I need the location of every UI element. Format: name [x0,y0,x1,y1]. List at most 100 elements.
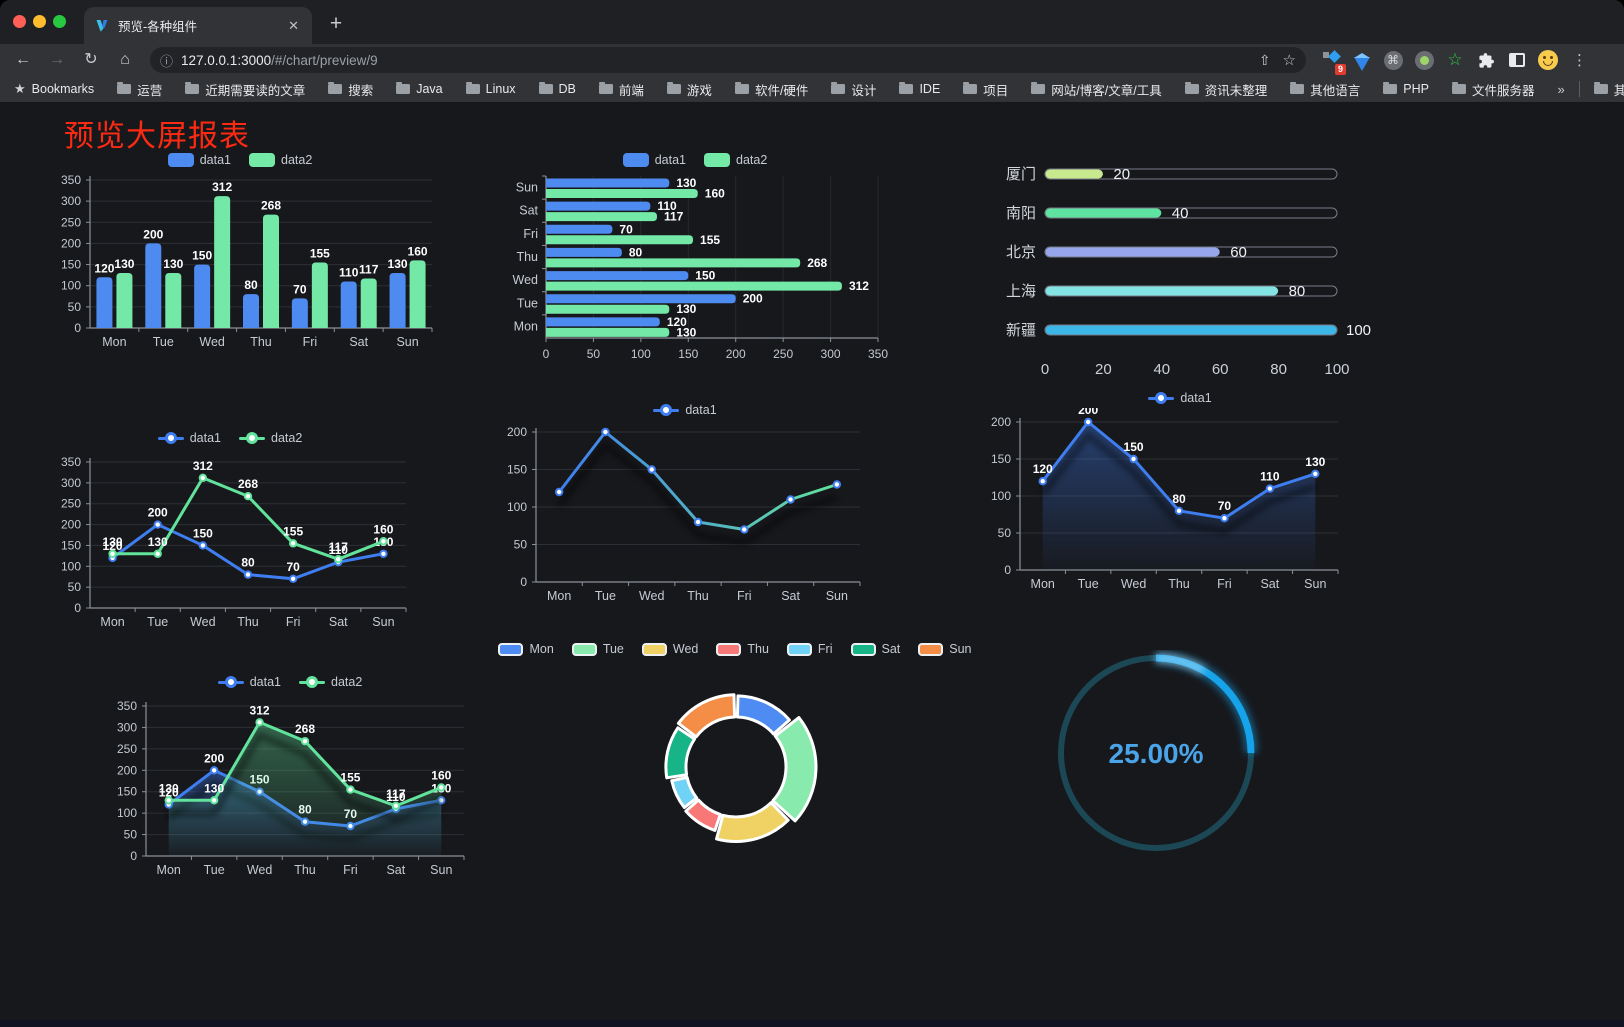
chart-plot[interactable]: 厦门 20 南阳 40 北京 60 上海 80 新疆 100 0 20 40 60 80 100 [990,150,1380,390]
svg-text:Wed: Wed [199,335,225,349]
chart-plot[interactable]: 0 50 100 150 200 250 300 350 Mon Tue Wed Thu Fri Sat S… [40,170,440,362]
bookmark-folder[interactable]: 资讯未整理 [1184,80,1267,99]
svg-text:250: 250 [61,215,81,229]
bookmark-folder[interactable]: 设计 [831,80,876,99]
bookmark-folder[interactable]: 前端 [598,80,644,99]
chart-plot[interactable]: 0 50 100 150 200 250 300 350 Mon Tue Wed Thu Fri Sat S… [40,448,420,648]
forward-icon[interactable]: → [49,51,65,68]
bookmark-folder[interactable]: 项目 [963,80,1008,99]
svg-text:0: 0 [130,849,137,863]
share-icon[interactable]: ⇧ [1258,51,1271,68]
site-info-icon[interactable]: ⓘ [160,53,174,69]
svg-text:70: 70 [619,222,633,236]
back-icon[interactable]: ← [15,51,31,68]
bookmark-folder[interactable]: 文件服务器 [1451,80,1534,99]
chart-plot[interactable] [520,659,950,873]
bookmark-folder[interactable]: 软件/硬件 [734,80,808,99]
svg-text:160: 160 [373,522,393,536]
bookmarks-star-icon: ★ [14,81,26,96]
bookmark-folder[interactable]: 其他语言 [1290,80,1360,99]
legend-item[interactable]: Mon [498,642,554,656]
svg-text:0: 0 [520,575,527,589]
legend-item[interactable]: data1 [157,431,221,445]
svg-text:130: 130 [148,535,168,549]
chart-plot[interactable]: 0 50 100 150 200 250 300 350 Mon Tue Wed Thu Fri Sat S… [100,692,480,896]
reload-icon[interactable]: ↻ [84,51,98,68]
bookmarks-root[interactable]: ★ Bookmarks [14,81,95,96]
svg-text:Thu: Thu [237,615,259,629]
side-panel-icon[interactable] [1506,49,1528,71]
bookmark-folder[interactable]: Java [396,80,443,99]
svg-text:Fri: Fri [737,589,752,603]
legend-item[interactable]: Thu [716,642,769,656]
bookmark-folder[interactable]: 游戏 [666,80,712,99]
bookmarks-overflow-icon[interactable]: » [1557,81,1565,97]
page-content: 预览大屏报表 data1 data2 0 50 100 150 200 250 300 350 Mo… [0,103,1624,1027]
close-window-button[interactable] [13,15,26,28]
folder-icon [666,82,681,94]
svg-text:Fri: Fri [523,227,538,241]
browser-menu-icon[interactable]: ⋮ [1572,52,1587,69]
bookmark-folder[interactable]: 近期需要读的文章 [185,80,305,99]
svg-text:Fri: Fri [1217,577,1232,591]
svg-text:130: 130 [676,176,696,190]
svg-text:200: 200 [507,425,527,439]
bookmark-star-icon[interactable]: ☆ [1282,52,1296,69]
legend-item[interactable]: data1 [622,153,686,167]
bookmark-folder[interactable]: Linux [465,80,516,99]
svg-text:155: 155 [283,524,303,538]
svg-text:100: 100 [117,806,137,820]
legend-marker [850,642,876,656]
bookmark-folder[interactable]: 网站/博客/文章/工具 [1031,80,1162,99]
green-star-extension-icon[interactable]: ☆ [1447,50,1463,69]
bookmark-folder[interactable]: DB [538,80,576,99]
legend-item[interactable]: data1 [167,153,231,167]
legend-item[interactable]: Wed [641,642,698,656]
legend-item[interactable]: data1 [1148,391,1212,405]
minimize-window-button[interactable] [33,15,46,28]
svg-text:80: 80 [241,556,255,570]
other-bookmarks[interactable]: 其他书签 [1593,80,1624,99]
svg-text:130: 130 [114,257,134,271]
command-extension-icon[interactable]: ⌘ [1382,49,1404,71]
legend-item[interactable]: data1 [217,675,281,689]
extensions-puzzle-icon[interactable] [1475,49,1497,71]
legend-item[interactable]: data2 [239,431,302,445]
svg-text:200: 200 [61,236,81,250]
legend-item[interactable]: data1 [653,403,717,417]
zoom-window-button[interactable] [53,15,66,28]
bookmark-folder[interactable]: IDE [899,80,940,99]
legend-item[interactable]: data2 [704,153,767,167]
address-bar[interactable]: ⓘ 127.0.0.1:3000/#/chart/preview/9 ⇧ ☆ [150,47,1306,73]
home-icon[interactable]: ⌂ [120,51,130,68]
svg-text:117: 117 [359,263,379,277]
svg-text:20: 20 [1095,361,1112,378]
svg-text:40: 40 [1172,205,1189,222]
new-tab-button[interactable]: + [329,12,343,35]
chart-plot[interactable]: 0 50 100 150 200 Mon Tue Wed Thu Fri Sat Sun [490,420,880,620]
dual-line-chart: data1 data2 0 50 100 150 200 250 300 350 Mon Tue Wed… [40,428,420,653]
legend-item[interactable]: data2 [249,153,312,167]
legend-item[interactable]: Sun [918,642,972,656]
bookmark-folder[interactable]: PHP [1383,80,1429,99]
gem-extension-icon[interactable] [1351,49,1373,71]
tab-close-icon[interactable]: ✕ [288,17,299,33]
legend-item[interactable]: Fri [786,642,833,656]
svg-text:Sat: Sat [349,335,368,349]
svg-text:200: 200 [726,347,746,361]
chart-plot[interactable]: 25.00% [1040,650,1280,865]
svg-text:117: 117 [329,540,349,554]
bookmark-folder[interactable]: 运营 [117,80,162,99]
chart-plot[interactable]: 0 50 100 150 200 Mon Tue Wed Thu Fri Sat Sun 120 200 1… [980,403,1380,608]
browser-toolbar: ← → ↻ ⌂ ⓘ 127.0.0.1:3000/#/chart/preview… [0,44,1624,76]
browser-tab[interactable]: 预览-各种组件 ✕ [84,7,312,44]
legend-item[interactable]: data2 [299,675,362,689]
dot-extension-icon[interactable] [1413,49,1435,71]
bookmark-folder[interactable]: 搜索 [328,80,373,99]
legend-item[interactable]: Tue [571,642,624,656]
emoji-extension-icon[interactable] [1537,49,1559,71]
svg-text:80: 80 [1270,361,1287,378]
grid-extension-icon[interactable]: 9 [1320,49,1346,75]
legend-item[interactable]: Sat [850,642,900,656]
